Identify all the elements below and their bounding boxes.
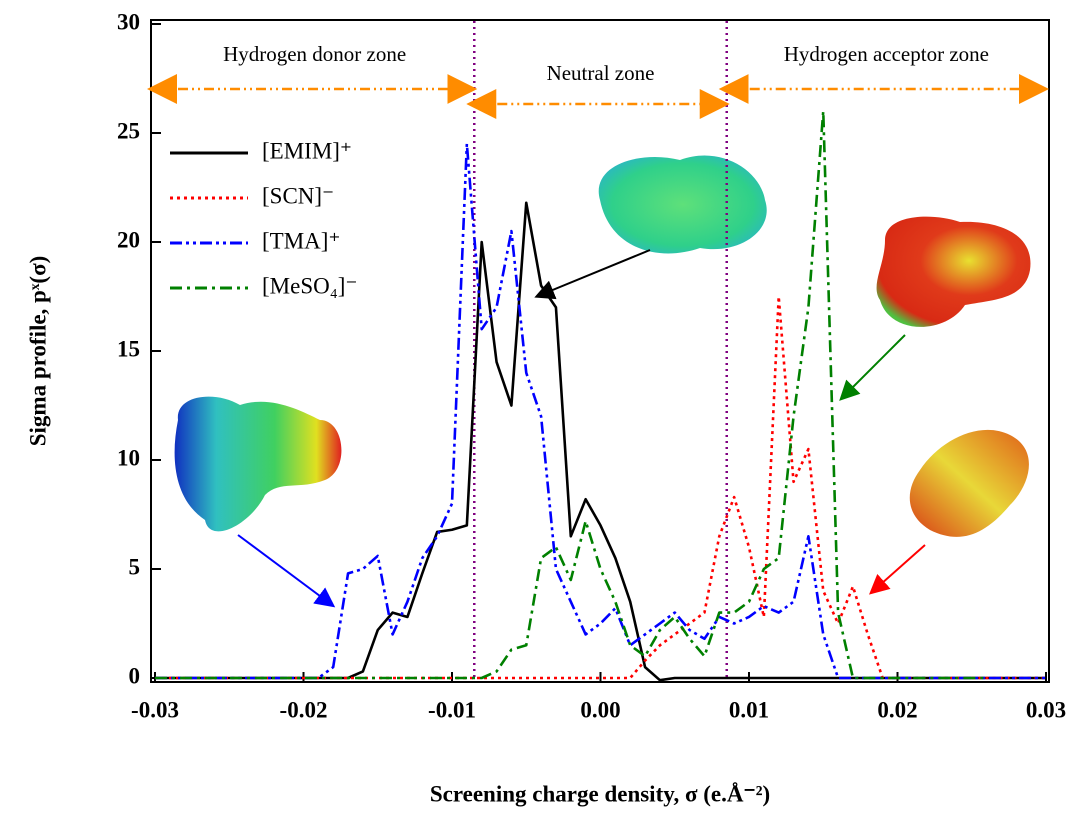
y-tick-label: 5 <box>129 554 141 579</box>
series-line <box>155 109 987 680</box>
y-tick-label: 20 <box>117 227 140 252</box>
zone-label: Hydrogen acceptor zone <box>784 42 989 66</box>
legend-label: [MeSO₄]⁻ <box>262 273 358 298</box>
legend-label: [TMA]⁺ <box>262 228 341 253</box>
plot-frame <box>150 19 1050 683</box>
emim-molecule <box>598 155 767 254</box>
x-tick-label: 0.01 <box>729 697 769 722</box>
x-tick-label: 0.02 <box>877 697 917 722</box>
legend-label: [EMIM]⁺ <box>262 138 352 163</box>
tma-arrow <box>237 534 336 608</box>
meso4-molecule <box>876 216 1031 327</box>
y-axis-label: Sigma profile, pˣ(σ) <box>25 256 50 447</box>
meso4-arrow <box>839 334 906 401</box>
y-tick-label: 30 <box>117 9 140 34</box>
zone-label: Hydrogen donor zone <box>223 42 406 66</box>
y-tick-label: 15 <box>117 336 140 361</box>
x-axis-label: Screening charge density, σ (e.Å⁻²) <box>430 781 770 806</box>
legend-label: [SCN]⁻ <box>262 183 334 208</box>
tma-molecule <box>174 396 342 532</box>
series-line <box>155 295 1046 680</box>
molecules <box>174 155 1031 608</box>
x-tick-label: 0.00 <box>580 697 620 722</box>
scn-molecule <box>909 429 1029 537</box>
x-tick-label: -0.02 <box>280 697 328 722</box>
zone-label: Neutral zone <box>547 61 655 85</box>
x-tick-label: -0.01 <box>428 697 476 722</box>
x-tick-label: -0.03 <box>131 697 179 722</box>
y-tick-label: 10 <box>117 445 140 470</box>
emim-arrow <box>534 249 651 300</box>
x-tick-label: 0.03 <box>1026 697 1066 722</box>
scn-arrow <box>869 544 926 595</box>
y-tick-label: 0 <box>129 663 141 688</box>
y-tick-label: 25 <box>117 118 140 143</box>
